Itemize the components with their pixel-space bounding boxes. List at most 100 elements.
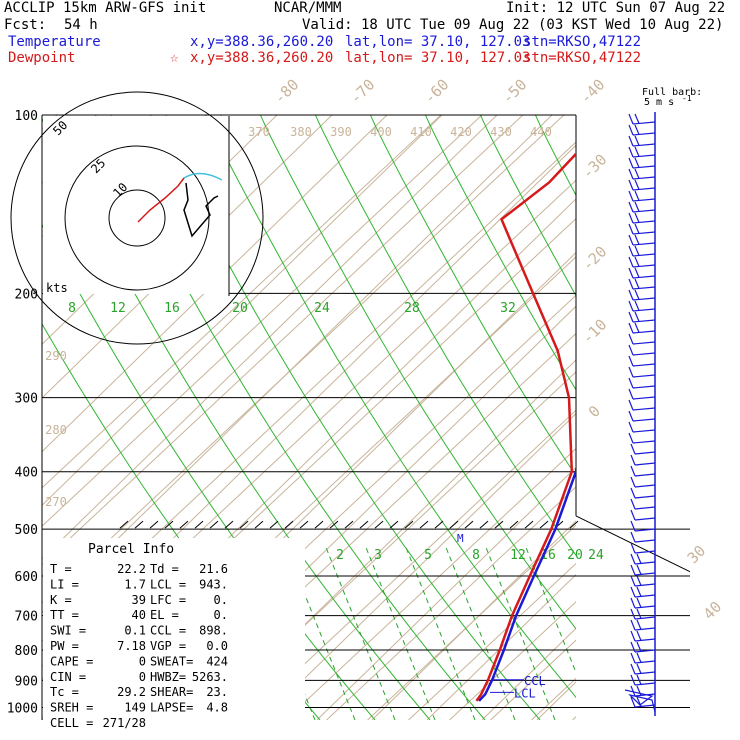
wind-barb-flag <box>628 432 634 444</box>
tick-mark <box>359 520 369 529</box>
parcel-key: TT = <box>50 608 79 622</box>
wind-barb <box>632 363 656 367</box>
frame-right-slant <box>575 515 691 573</box>
dry-adiabat-line <box>42 115 443 507</box>
dry-adiabat-line <box>206 359 576 720</box>
wind-barb-flag <box>634 212 640 223</box>
wind-barb <box>632 165 656 169</box>
wind-barb <box>634 495 656 499</box>
hodograph-ring <box>64 145 210 291</box>
parcel-key: EL = <box>150 608 179 622</box>
theta-label: 410 <box>410 125 432 139</box>
parcel-value: 0.0 <box>206 639 228 653</box>
wind-barb-flag <box>634 278 640 289</box>
wind-barb-flag <box>636 597 642 608</box>
mixing-ratio-line <box>444 544 516 720</box>
isotherm-line <box>244 409 576 720</box>
isotherm-line <box>449 601 576 720</box>
wind-barb-flag <box>628 212 634 224</box>
dry-adiabat-line <box>647 115 740 720</box>
parcel-value: 0 <box>139 654 146 668</box>
wind-barb <box>632 187 656 191</box>
wind-barb <box>632 286 656 290</box>
moist-adiabat-line <box>94 115 486 720</box>
parcel-value: 943. <box>199 577 228 591</box>
mixing-ratio-label: 16 <box>164 301 180 316</box>
wind-barb <box>632 308 656 312</box>
parcel-value: 23. <box>206 685 228 699</box>
parcel-key: LAPSE= <box>150 701 193 715</box>
wind-barb <box>634 517 656 521</box>
pressure-tick-label: 1000 <box>7 701 38 716</box>
wind-barb-flag <box>630 454 636 466</box>
wind-barb-flag <box>628 124 634 136</box>
pressure-tick-label: 400 <box>15 466 38 481</box>
theta-label: 270 <box>45 495 67 509</box>
wind-barb-flag <box>630 597 636 609</box>
wind-barb-flag <box>634 223 640 234</box>
wind-barb-flag <box>630 531 636 543</box>
isotherm-label: -70 <box>347 76 379 108</box>
theta-label: 420 <box>450 125 472 139</box>
wind-barb <box>634 561 656 565</box>
tick-mark <box>224 520 234 529</box>
wind-barb <box>632 132 656 136</box>
mixing-ratio-line <box>524 544 576 674</box>
header: ACCLIP 15km ARW-GFS init NCAR/MMM Init: … <box>0 0 740 70</box>
parcel-value: 29.2 <box>117 685 146 699</box>
tick-mark <box>164 520 174 529</box>
wind-barb-flag <box>630 443 636 455</box>
wind-barb-flag <box>634 300 640 311</box>
wind-barb-flag <box>636 553 642 564</box>
parcel-key: SWEAT= <box>150 654 193 668</box>
tick-mark <box>464 520 474 529</box>
fcst-label: Fcst: <box>4 17 47 33</box>
wind-barb <box>634 627 656 631</box>
hodograph-trace-high <box>183 182 219 238</box>
parcel-value: 22.2 <box>117 562 146 576</box>
tick-mark <box>149 520 159 529</box>
wind-barb <box>634 649 656 653</box>
tick-mark <box>119 520 129 529</box>
wind-barb <box>632 143 656 147</box>
pressure-tick-label: 300 <box>15 392 38 407</box>
init-time: Init: 12 UTC Sun 07 Aug 22 <box>506 0 726 16</box>
isotherm-label: 30 <box>684 542 710 568</box>
isotherm-line <box>408 562 576 720</box>
isotherm-line <box>490 639 576 720</box>
wind-barb-flag <box>630 542 636 554</box>
fcst-value: 54 h <box>64 17 98 33</box>
wind-barb-flag <box>630 674 636 686</box>
parcel-value: 0.1 <box>124 624 146 638</box>
isotherm-label: 0 <box>585 402 604 421</box>
parcel-key: LFC = <box>150 593 186 607</box>
wind-barb <box>632 198 656 202</box>
moist-adiabat-line <box>204 115 576 699</box>
parcel-value: 5263. <box>192 670 228 684</box>
wind-barb-flag <box>630 641 636 653</box>
dewpoint-stn: stn=RKSO,47122 <box>523 50 642 66</box>
mixing-ratio-line <box>364 544 436 720</box>
wind-barb-flag <box>630 487 636 499</box>
theta-label: 380 <box>290 125 312 139</box>
wind-barb-flag <box>634 190 640 201</box>
moist-adiabat-line <box>149 115 541 720</box>
mixing-ratio-label: 20 <box>232 301 248 316</box>
wind-barb-flag <box>630 509 636 521</box>
isotherm-line <box>42 115 565 604</box>
parcel-value: 271/28 <box>103 716 146 730</box>
tick-mark <box>344 520 354 529</box>
parcel-value: 0. <box>214 593 228 607</box>
wind-barb-flag <box>630 630 636 642</box>
mixing-ratio-line <box>324 544 396 720</box>
wind-barb <box>634 704 656 708</box>
temperature-xy: x,y=388.36,260.20 <box>190 34 334 50</box>
parcel-key: SHEAR= <box>150 685 193 699</box>
wind-barb <box>634 550 656 554</box>
tick-mark <box>254 520 264 529</box>
wind-barb-flag <box>628 333 634 345</box>
wind-barb-flag <box>634 201 640 212</box>
dewpoint-profile <box>475 152 576 702</box>
dry-adiabat-line <box>261 412 576 720</box>
wind-barb-flag <box>630 476 636 488</box>
